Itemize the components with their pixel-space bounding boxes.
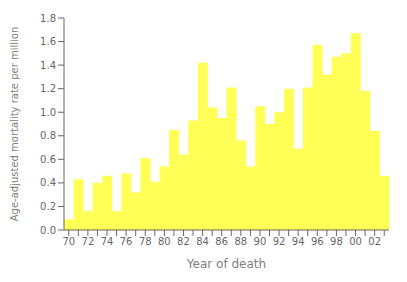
svg-text:Age-adjusted mortality rate pe: Age-adjusted mortality rate per million xyxy=(9,27,20,222)
svg-text:88: 88 xyxy=(234,236,247,247)
svg-text:82: 82 xyxy=(177,236,190,247)
svg-text:70: 70 xyxy=(62,236,75,247)
svg-text:02: 02 xyxy=(368,236,381,247)
svg-text:86: 86 xyxy=(215,236,228,247)
svg-text:90: 90 xyxy=(254,236,267,247)
svg-text:0.6: 0.6 xyxy=(40,154,56,165)
svg-text:0.4: 0.4 xyxy=(40,177,56,188)
svg-text:94: 94 xyxy=(292,236,305,247)
svg-text:1.4: 1.4 xyxy=(40,60,56,71)
svg-text:92: 92 xyxy=(273,236,286,247)
svg-text:0.0: 0.0 xyxy=(40,225,56,236)
svg-text:1.2: 1.2 xyxy=(40,83,56,94)
svg-text:84: 84 xyxy=(196,236,209,247)
svg-text:78: 78 xyxy=(139,236,152,247)
svg-text:72: 72 xyxy=(82,236,95,247)
svg-text:Year of death: Year of death xyxy=(186,257,266,271)
svg-text:74: 74 xyxy=(101,236,114,247)
svg-text:1.0: 1.0 xyxy=(40,107,56,118)
svg-text:96: 96 xyxy=(311,236,324,247)
svg-text:0.2: 0.2 xyxy=(40,201,56,212)
svg-text:76: 76 xyxy=(120,236,133,247)
svg-text:1.6: 1.6 xyxy=(40,36,56,47)
svg-text:80: 80 xyxy=(158,236,171,247)
svg-text:1.8: 1.8 xyxy=(40,13,56,24)
svg-text:0.8: 0.8 xyxy=(40,130,56,141)
svg-text:98: 98 xyxy=(330,236,343,247)
svg-text:00: 00 xyxy=(349,236,362,247)
